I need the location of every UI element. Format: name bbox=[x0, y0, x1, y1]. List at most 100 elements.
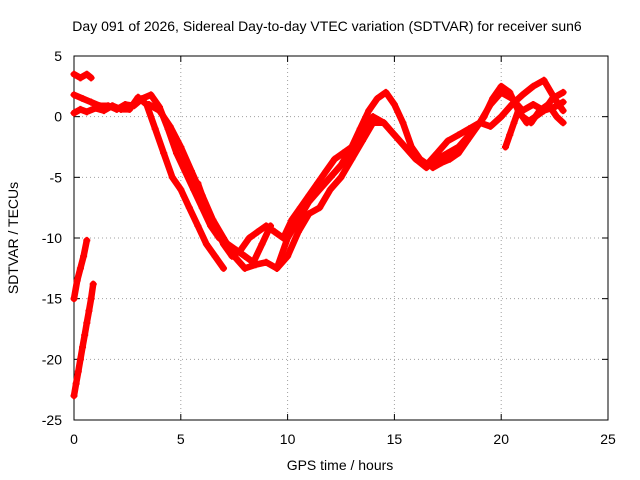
data-point bbox=[194, 179, 202, 187]
series-arc-i bbox=[70, 70, 95, 82]
data-point bbox=[87, 98, 95, 106]
data-point bbox=[147, 91, 155, 99]
data-point bbox=[529, 82, 537, 90]
y-tick-label: 5 bbox=[54, 48, 62, 64]
data-point bbox=[241, 264, 249, 272]
data-point bbox=[76, 264, 84, 272]
data-point bbox=[305, 198, 313, 206]
y-tick-label: -15 bbox=[42, 291, 62, 307]
chart-title: Day 091 of 2026, Sidereal Day-to-day VTE… bbox=[72, 18, 582, 34]
data-point bbox=[177, 143, 185, 151]
x-tick-label: 0 bbox=[70, 431, 78, 447]
data-point bbox=[73, 276, 81, 284]
data-point bbox=[79, 94, 87, 102]
axis-ticks: 0 5 10 15 20 25 -25 -20 -15 -10 -5 0 5 bbox=[42, 48, 616, 447]
data-point bbox=[412, 155, 420, 163]
data-point bbox=[326, 173, 334, 181]
data-point bbox=[348, 143, 356, 151]
data-point bbox=[241, 252, 249, 260]
data-point bbox=[151, 125, 159, 133]
data-point bbox=[130, 102, 138, 110]
data-point bbox=[80, 252, 88, 260]
data-point bbox=[444, 137, 452, 145]
data-point bbox=[220, 264, 228, 272]
data-point bbox=[559, 88, 567, 96]
data-point bbox=[181, 167, 189, 175]
data-point bbox=[553, 113, 561, 121]
data-point bbox=[316, 185, 324, 193]
data-point bbox=[70, 91, 78, 99]
data-point bbox=[81, 331, 89, 339]
data-point bbox=[220, 240, 228, 248]
data-point bbox=[331, 155, 339, 163]
data-point bbox=[501, 143, 509, 151]
data-point bbox=[480, 113, 488, 121]
data-point bbox=[87, 74, 95, 82]
series-steep-1 bbox=[70, 236, 91, 303]
data-point bbox=[271, 228, 279, 236]
data-point bbox=[252, 261, 260, 269]
series-trace bbox=[423, 77, 567, 169]
data-point bbox=[89, 280, 97, 288]
data-point bbox=[529, 101, 537, 109]
data-point bbox=[380, 119, 388, 127]
data-point bbox=[185, 204, 193, 212]
data-point bbox=[544, 101, 552, 109]
data-point bbox=[326, 185, 334, 193]
data-point bbox=[429, 164, 437, 172]
data-point bbox=[190, 185, 198, 193]
data-point bbox=[497, 82, 505, 90]
series-steep-2 bbox=[70, 280, 97, 400]
data-point bbox=[211, 252, 219, 260]
data-point bbox=[337, 161, 345, 169]
data-point bbox=[373, 94, 381, 102]
y-tick-label: -25 bbox=[42, 412, 62, 428]
data-point bbox=[284, 234, 292, 242]
x-tick-label: 10 bbox=[280, 431, 296, 447]
data-point bbox=[559, 119, 567, 127]
data-point bbox=[87, 295, 95, 303]
data-series bbox=[70, 70, 567, 400]
data-point bbox=[390, 131, 398, 139]
data-point bbox=[202, 240, 210, 248]
data-point bbox=[294, 228, 302, 236]
data-point bbox=[76, 105, 84, 113]
data-point bbox=[70, 392, 78, 400]
data-point bbox=[76, 74, 84, 82]
data-point bbox=[113, 105, 121, 113]
x-axis-label: GPS time / hours bbox=[287, 457, 394, 473]
data-point bbox=[444, 149, 452, 157]
data-point bbox=[104, 102, 112, 110]
data-point bbox=[465, 125, 473, 133]
x-tick-label: 20 bbox=[493, 431, 509, 447]
data-point bbox=[288, 216, 296, 224]
data-point bbox=[273, 264, 281, 272]
data-point bbox=[382, 88, 390, 96]
data-point bbox=[506, 131, 514, 139]
data-point bbox=[527, 119, 535, 127]
y-tick-label: 0 bbox=[54, 109, 62, 125]
data-point bbox=[519, 91, 527, 99]
data-point bbox=[519, 113, 527, 121]
y-tick-label: -10 bbox=[42, 230, 62, 246]
data-point bbox=[166, 122, 174, 130]
data-point bbox=[138, 94, 146, 102]
data-point bbox=[401, 143, 409, 151]
series-arc-h bbox=[501, 101, 567, 151]
data-point bbox=[237, 246, 245, 254]
data-point bbox=[173, 149, 181, 157]
data-point bbox=[155, 107, 163, 115]
series-trace bbox=[70, 70, 95, 82]
data-point bbox=[510, 119, 518, 127]
data-point bbox=[314, 179, 322, 187]
data-point bbox=[76, 355, 84, 363]
data-point bbox=[202, 204, 210, 212]
data-point bbox=[96, 102, 104, 110]
data-point bbox=[160, 149, 168, 157]
data-point bbox=[83, 70, 91, 78]
y-axis-label: SDTVAR / TECUs bbox=[5, 182, 21, 294]
data-point bbox=[187, 167, 195, 175]
data-point bbox=[540, 76, 548, 84]
